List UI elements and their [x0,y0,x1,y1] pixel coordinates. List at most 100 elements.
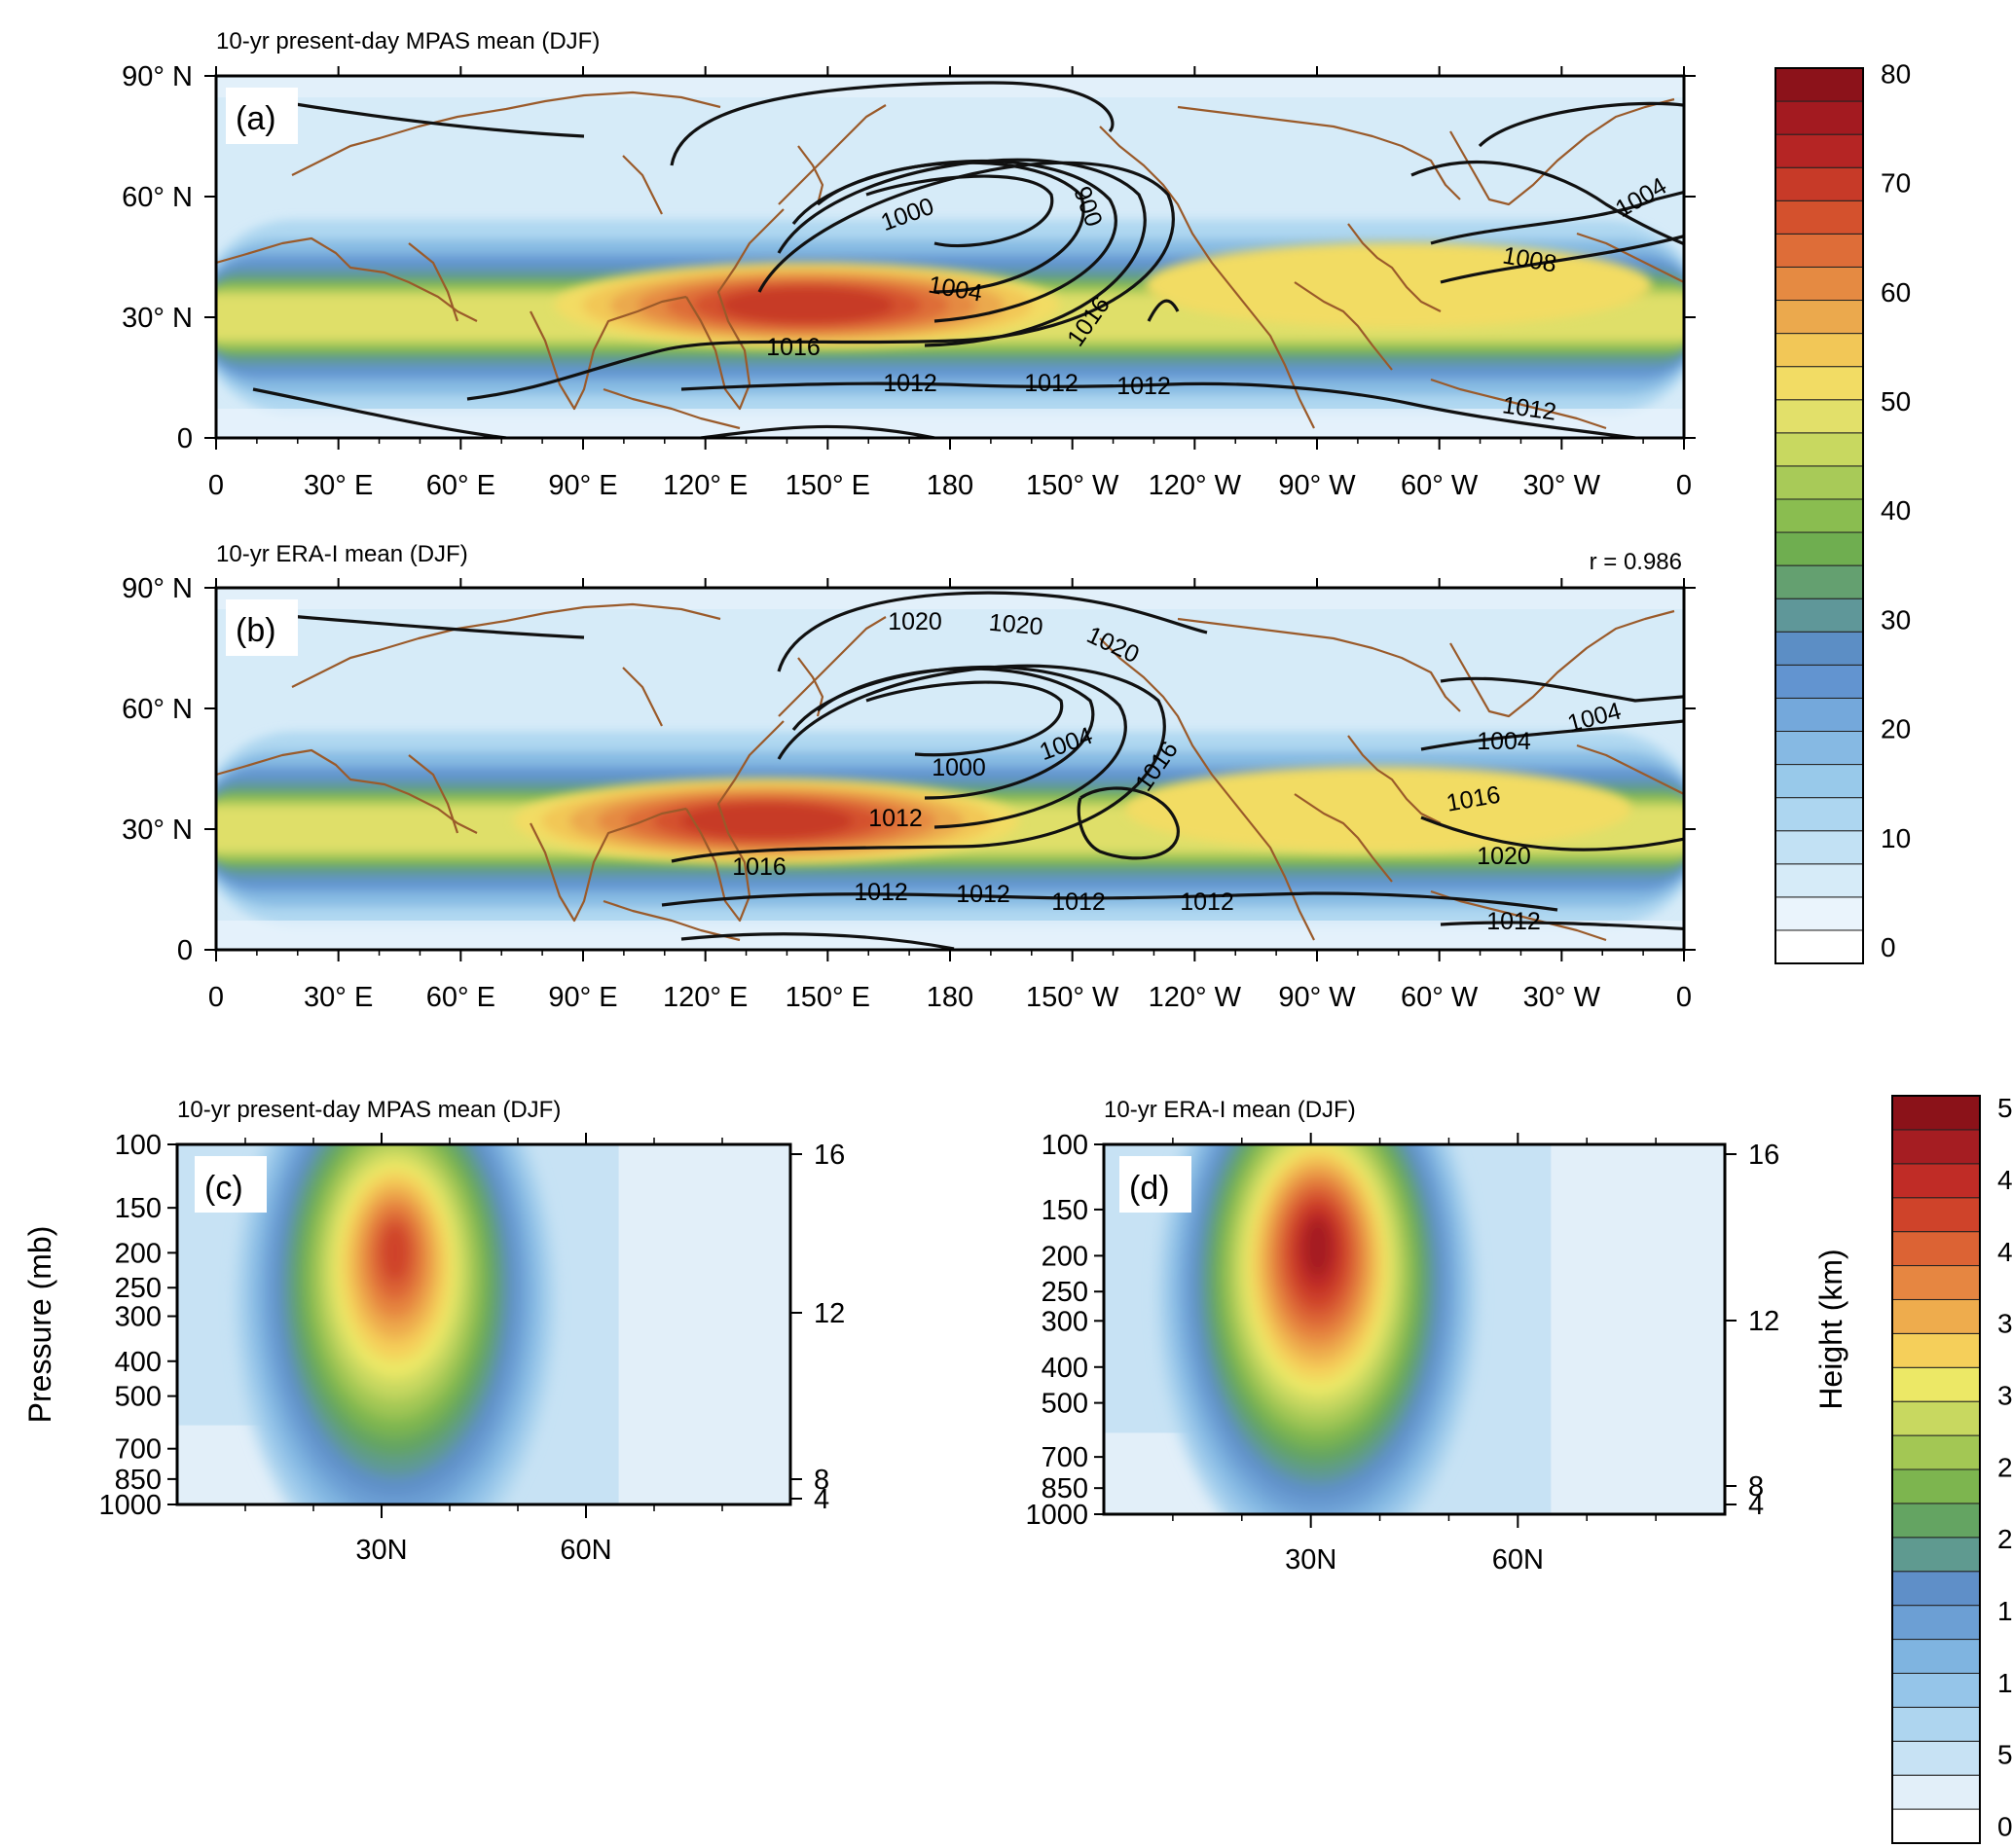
colorbar-swatch [1774,830,1864,865]
colorbar-swatch [1891,1434,1981,1470]
y-tick-label: 400 [115,1347,162,1378]
colorbar-swatch [1891,1774,1981,1810]
contour-label: 1020 [988,609,1044,641]
colorbar-swatch [1774,598,1864,633]
contour-label: 1012 [956,881,1010,908]
x-tick-label: 90° E [548,470,617,501]
colorbar-swatch [1891,1503,1981,1539]
x-tick-label: 60° W [1401,470,1479,501]
colorbar-swatch [1774,564,1864,599]
x-tick-label: 150° W [1026,982,1119,1013]
x-tick-label: 60N [1492,1544,1544,1576]
colorbar-swatch [1774,465,1864,500]
panel-b-label: (b) [236,612,276,649]
contour-label: 1012 [883,370,937,397]
colorbar-swatch [1891,1808,1981,1844]
colorbar-tick-label: 0 [1997,1812,2012,1842]
y-right-tick-label: 12 [1748,1306,1779,1337]
y-right-tick-label: 12 [814,1298,845,1329]
y-tick-label: 90° N [122,573,193,604]
panel-b-wind-field [216,588,1684,950]
contour-label: 1000 [932,754,986,781]
y-tick-label: 150 [115,1193,162,1224]
colorbar-tick-label: 20 [1997,1524,2012,1554]
panel-d-y2label: Height (km) [1813,1249,1848,1409]
colorbar-swatch [1774,664,1864,699]
y-tick-label: 300 [115,1302,162,1333]
colorbar-tick-label: 30 [1881,604,1911,634]
panel-b-correlation: r = 0.986 [1590,549,1682,575]
x-tick-label: 120° W [1149,982,1242,1013]
colorbar-tick-label: 10 [1881,823,1911,853]
x-tick-label: 0 [1676,982,1692,1013]
x-tick-label: 30N [1285,1544,1336,1576]
colorbar-swatch [1774,631,1864,666]
panel-c-label: (c) [204,1170,243,1207]
colorbar-swatch [1774,896,1864,931]
colorbar-tick-label: 45 [1997,1165,2012,1195]
y-tick-label: 90° N [122,61,193,92]
colorbar-swatch [1774,67,1864,102]
panel-d-label-box [1119,1156,1191,1213]
y-tick-label: 200 [1042,1241,1088,1272]
panel-b: 10-yr ERA-I mean (DJF) r = 0.986 [122,541,1696,1013]
panel-d-label: (d) [1129,1170,1170,1207]
y-tick-label: 0 [177,935,193,966]
y-tick-label: 250 [1042,1277,1088,1308]
y-tick-label: 400 [1042,1353,1088,1384]
colorbar-swatch [1891,1639,1981,1674]
x-tick-label: 120° W [1149,470,1242,501]
panel-a-ticks: 0 30° E 60° E 90° E 120° E 150° E 180 150° W 120… [122,61,1696,501]
section-polar-patch [618,1144,790,1504]
colorbar-swatch [1891,1537,1981,1573]
contour-label: 1020 [888,608,942,635]
panel-d-section-field [1104,1144,1725,1514]
jet-core-1-level-0 [1124,766,1631,852]
colorbar-tick-label: 60 [1881,277,1911,308]
section-jet-level-20 [1302,1217,1333,1277]
panel-d-field [1104,1144,1725,1514]
contour-label: 1012 [1051,888,1106,916]
y-tick-label: 30° N [122,303,193,334]
y-right-tick-label: 4 [814,1484,829,1515]
y-tick-label: 0 [177,423,193,454]
x-tick-label: 60° E [426,470,495,501]
colorbar-swatch [1774,199,1864,235]
x-tick-label: 120° E [663,982,748,1013]
colorbar-swatch [1774,498,1864,533]
contour-label: 1012 [1486,908,1541,935]
colorbar-swatch [1774,399,1864,434]
y-right-tick-label: 16 [814,1140,845,1171]
colorbar-frame [1774,67,1864,964]
colorbar-swatch [1774,929,1864,964]
colorbar-swatch [1891,1605,1981,1641]
x-tick-label: 150° E [786,470,870,501]
panel-a-label-box [226,88,298,144]
colorbar-frame [1891,1095,1981,1844]
x-tick-label: 60N [560,1535,611,1566]
panel-b-contours [252,591,1684,950]
colorbar-swatch [1891,1163,1981,1199]
colorbar-swatch [1774,432,1864,467]
section-jet-group [1156,1144,1479,1514]
panel-b-ticks: 0 30° E 60° E 90° E 120° E 150° E 180 150° W 120… [122,573,1696,1013]
jet-core-group [554,241,1652,348]
x-tick-label: 90° W [1278,470,1356,501]
panel-c-title: 10-yr present-day MPAS mean (DJF) [177,1097,561,1123]
colorbar-tick-label: 5 [1997,1740,2012,1770]
x-tick-label: 0 [208,982,224,1013]
colorbar-swatch [1774,300,1864,335]
x-tick-label: 0 [208,470,224,501]
colorbar-swatch [1891,1366,1981,1402]
y-tick-label: 700 [1042,1442,1088,1473]
section-jet-level-18 [381,1223,410,1283]
x-tick-label: 60° W [1401,982,1479,1013]
colorbar-tick-label: 0 [1881,932,1896,962]
panel-c: 10-yr present-day MPAS mean (DJF) 100 150… [22,1097,845,1566]
